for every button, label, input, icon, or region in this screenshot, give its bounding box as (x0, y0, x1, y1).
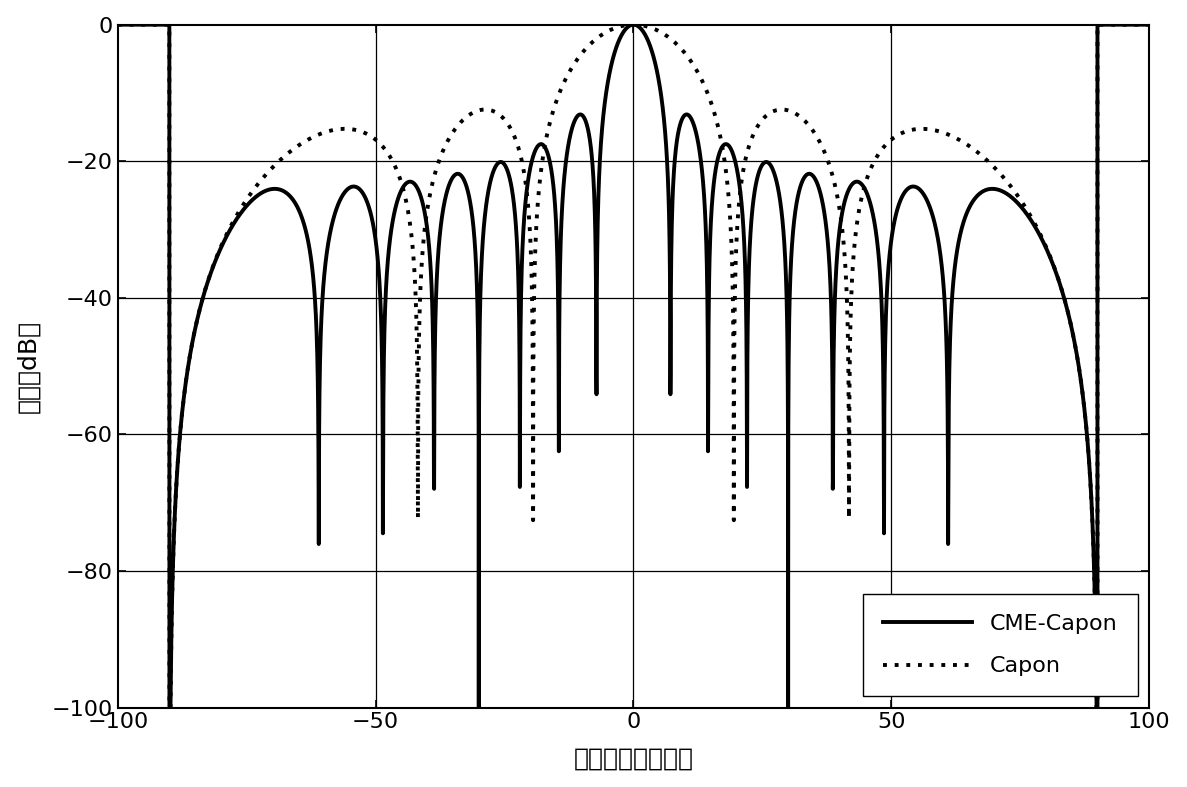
CME-Capon (1004, 193, 1018, 202)
Capon (163, 703, 177, 712)
Capon (862, 168, 876, 178)
CME-Capon (379, 278, 393, 287)
Capon (266, 162, 280, 172)
X-axis label: 波束到达角（度）: 波束到达角（度） (573, 746, 693, 770)
Y-axis label: 增益（dB）: 增益（dB） (17, 320, 40, 412)
CME-Capon (110, 20, 125, 29)
Capon (565, 64, 579, 73)
Capon (379, 146, 393, 156)
CME-Capon (163, 703, 177, 712)
Capon (1004, 183, 1018, 192)
Capon (110, 20, 125, 29)
CME-Capon (1142, 20, 1156, 29)
Capon (475, 105, 489, 114)
Line: CME-Capon: CME-Capon (118, 24, 1149, 708)
Legend: CME-Capon, Capon: CME-Capon, Capon (863, 594, 1138, 696)
Line: Capon: Capon (118, 24, 1149, 708)
CME-Capon (475, 245, 489, 254)
CME-Capon (266, 184, 280, 194)
CME-Capon (862, 194, 876, 204)
CME-Capon (565, 125, 579, 135)
Capon (1142, 20, 1156, 29)
